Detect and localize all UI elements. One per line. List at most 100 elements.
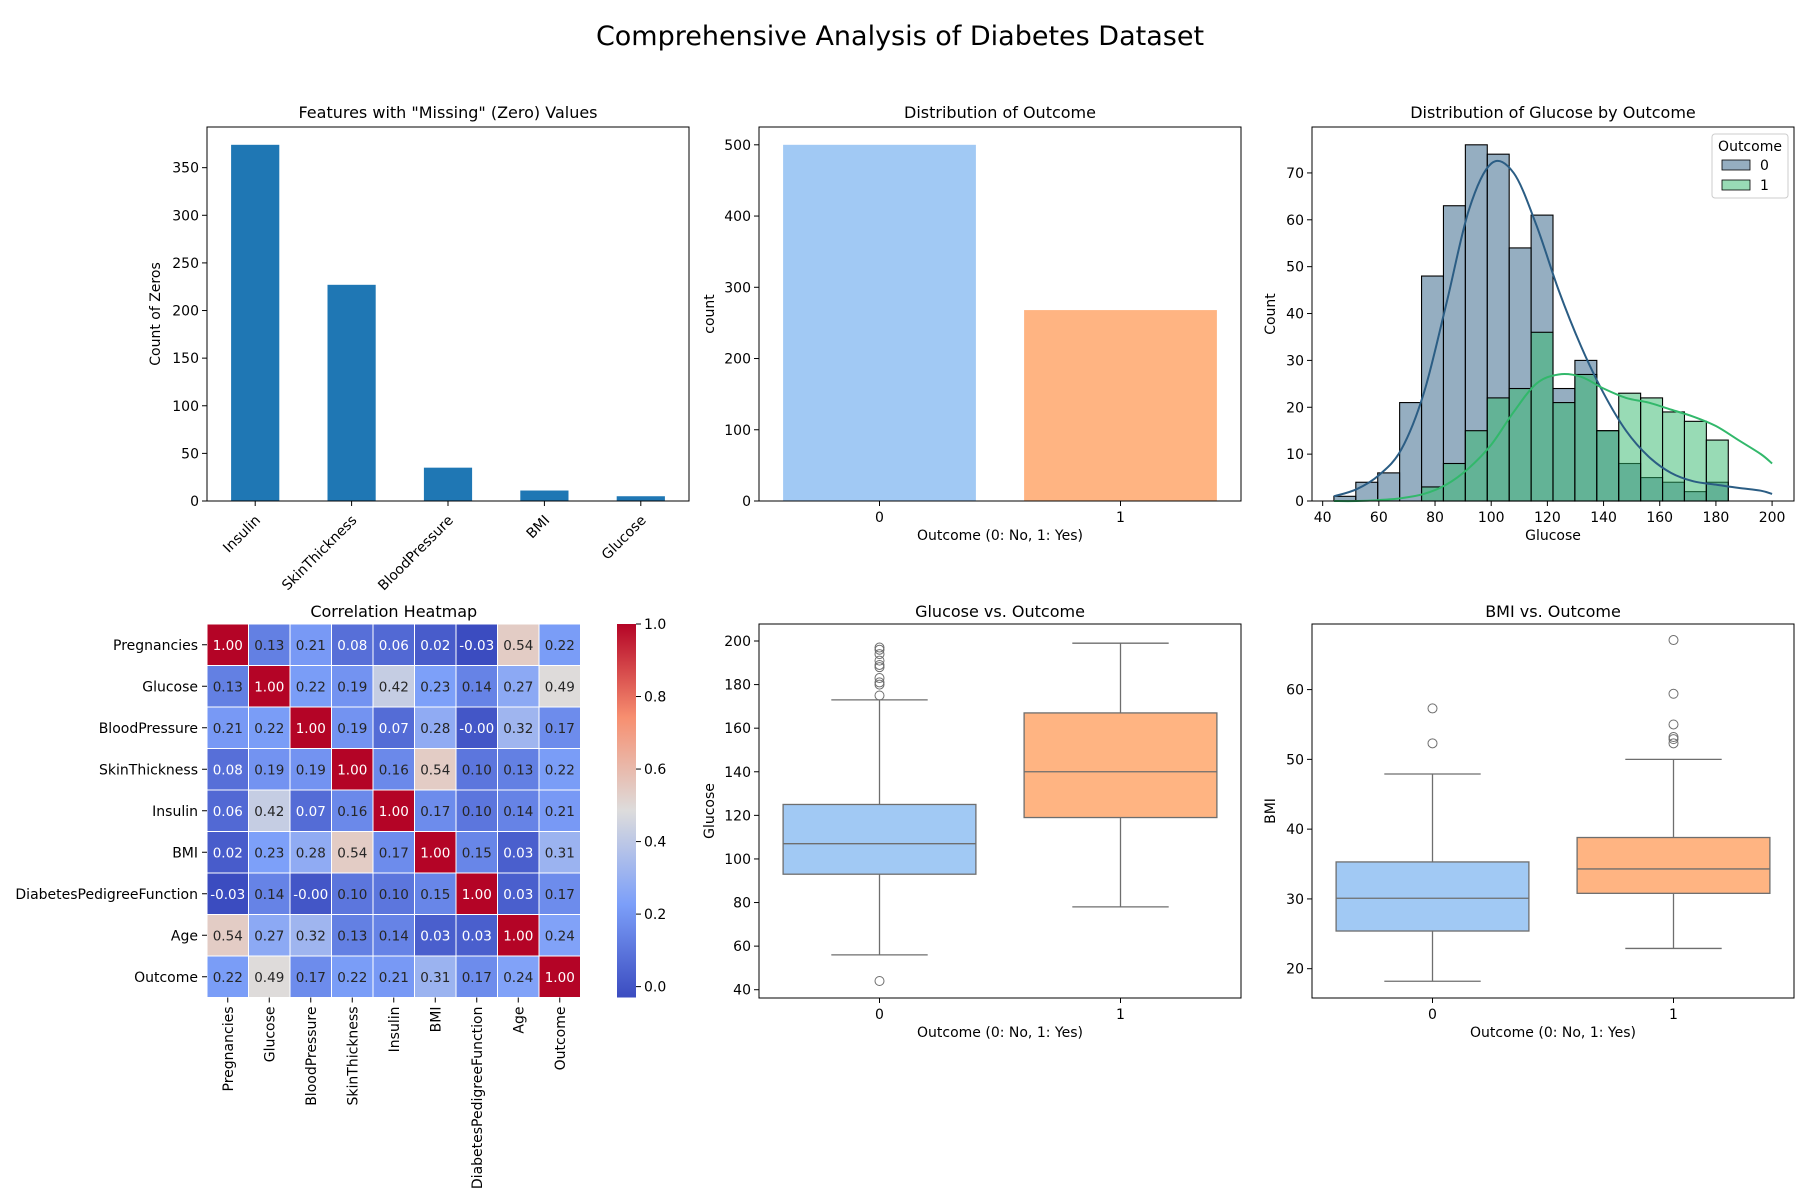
heatmap-cell bbox=[248, 665, 291, 708]
y-tick-label: 60 bbox=[733, 939, 751, 955]
heatmap-value: 0.22 bbox=[254, 721, 284, 737]
y-axis-label: Glucose bbox=[702, 783, 718, 839]
heatmap-cell bbox=[289, 789, 332, 832]
y-tick-label: 400 bbox=[724, 209, 751, 225]
x-tick-label: Pregnancies bbox=[221, 1007, 237, 1092]
heatmap-value: 0.22 bbox=[545, 762, 575, 778]
heatmap-value: 0.54 bbox=[420, 762, 450, 778]
y-tick-label: 350 bbox=[172, 161, 199, 177]
histogram-bar bbox=[1574, 373, 1598, 502]
heatmap-value: 0.19 bbox=[254, 762, 284, 778]
heatmap-cell bbox=[331, 706, 374, 749]
bar bbox=[327, 284, 376, 501]
heatmap-cell bbox=[248, 623, 291, 666]
heatmap-value: 0.28 bbox=[296, 845, 326, 861]
heatmap-value: 0.17 bbox=[379, 845, 409, 861]
heatmap-value: 0.10 bbox=[337, 887, 367, 903]
heatmap-value: 0.32 bbox=[503, 721, 533, 737]
box bbox=[1023, 712, 1218, 819]
x-tick-label: 0 bbox=[1428, 1007, 1437, 1023]
heatmap-value: 0.27 bbox=[254, 928, 284, 944]
heatmap-value: 0.22 bbox=[545, 638, 575, 654]
heatmap-value: 0.14 bbox=[379, 928, 409, 944]
heatmap-value: 0.54 bbox=[213, 928, 243, 944]
heatmap-cell bbox=[414, 872, 457, 915]
y-tick-label: 20 bbox=[1286, 400, 1304, 416]
histogram-bar bbox=[1530, 331, 1554, 502]
y-tick-label: 0 bbox=[1295, 494, 1304, 510]
histogram-bar bbox=[1355, 481, 1379, 502]
heatmap-value: 0.13 bbox=[337, 928, 367, 944]
histogram-bar bbox=[1552, 402, 1576, 502]
heatmap-cell bbox=[414, 789, 457, 832]
heatmap-cell bbox=[538, 789, 581, 832]
heatmap-cell bbox=[331, 831, 374, 874]
heatmap-value: 0.17 bbox=[296, 970, 326, 986]
heatmap-value: 1.00 bbox=[503, 928, 533, 944]
colorbar-tick-label: 1.0 bbox=[644, 617, 666, 633]
y-tick-label: 120 bbox=[724, 808, 751, 824]
x-tick-label: 0 bbox=[875, 510, 884, 526]
heatmap-cell bbox=[372, 831, 415, 874]
x-tick-label: 60 bbox=[1370, 510, 1388, 526]
y-tick-label: 80 bbox=[733, 896, 751, 912]
histogram-bar bbox=[1486, 397, 1510, 502]
colorbar-tick-label: 0.0 bbox=[644, 980, 666, 996]
heatmap-value: 0.22 bbox=[296, 679, 326, 695]
x-tick-label: Outcome bbox=[553, 1007, 569, 1071]
heatmap-cell bbox=[414, 706, 457, 749]
box bbox=[782, 803, 977, 875]
missing-values-bar-chart: Insulin SkinThickness BloodPressure BMI Gluc… bbox=[148, 103, 690, 595]
x-axis-label: Glucose bbox=[1525, 528, 1581, 544]
x-tick-label: BloodPressure bbox=[304, 1007, 320, 1106]
heatmap-cell bbox=[206, 748, 249, 791]
y-tick-label: Glucose bbox=[142, 679, 198, 695]
y-tick-label: Pregnancies bbox=[113, 638, 198, 654]
y-tick-label: BMI bbox=[172, 845, 198, 861]
box bbox=[1576, 836, 1771, 894]
heatmap-value: 0.27 bbox=[503, 679, 533, 695]
x-tick-label: BloodPressure bbox=[375, 513, 457, 595]
legend: Outcome 0 1 bbox=[1711, 133, 1789, 199]
x-tick-label: 80 bbox=[1426, 510, 1444, 526]
histogram-bar bbox=[1596, 430, 1620, 502]
heatmap-cell bbox=[497, 706, 540, 749]
outlier-point bbox=[874, 644, 885, 655]
heatmap-cell bbox=[538, 955, 581, 998]
bar bbox=[616, 496, 665, 501]
heatmap-value: 0.42 bbox=[379, 679, 409, 695]
outlier-point bbox=[1427, 703, 1438, 714]
x-tick-label: BMI bbox=[524, 513, 554, 543]
y-tick-label: 100 bbox=[724, 852, 751, 868]
y-tick-label: 60 bbox=[1286, 683, 1304, 699]
chart-title: BMI vs. Outcome bbox=[1485, 602, 1621, 621]
heatmap-cell bbox=[248, 914, 291, 957]
histogram-bar bbox=[1640, 397, 1664, 502]
heatmap-value: -0.03 bbox=[210, 887, 245, 903]
outlier-point bbox=[874, 690, 885, 701]
y-tick-label: 200 bbox=[724, 352, 751, 368]
colorbar-tick-label: 0.8 bbox=[644, 690, 666, 706]
heatmap-value: 0.49 bbox=[545, 679, 575, 695]
heatmap-cell bbox=[538, 748, 581, 791]
outlier-point bbox=[874, 662, 885, 673]
histogram-bar bbox=[1442, 205, 1466, 502]
y-axis-label: Count bbox=[1263, 293, 1279, 335]
legend-title: Outcome bbox=[1718, 139, 1782, 155]
heatmap-value: 0.06 bbox=[379, 638, 409, 654]
y-tick-label: Insulin bbox=[152, 804, 198, 820]
heatmap-value: 0.03 bbox=[503, 845, 533, 861]
y-tick-label: 40 bbox=[1286, 307, 1304, 323]
y-axis-label: BMI bbox=[1263, 798, 1279, 824]
y-tick-label: 100 bbox=[172, 399, 199, 415]
heatmap-cell bbox=[331, 872, 374, 915]
x-tick-label: 120 bbox=[1534, 510, 1561, 526]
bar bbox=[783, 144, 976, 502]
heatmap-cell bbox=[331, 665, 374, 708]
heatmap-value: 0.16 bbox=[379, 762, 409, 778]
outlier-point bbox=[874, 659, 885, 670]
box bbox=[1335, 861, 1530, 932]
axes-frame bbox=[1311, 623, 1795, 999]
heatmap-value: 0.42 bbox=[254, 804, 284, 820]
outlier-point bbox=[1668, 719, 1679, 730]
